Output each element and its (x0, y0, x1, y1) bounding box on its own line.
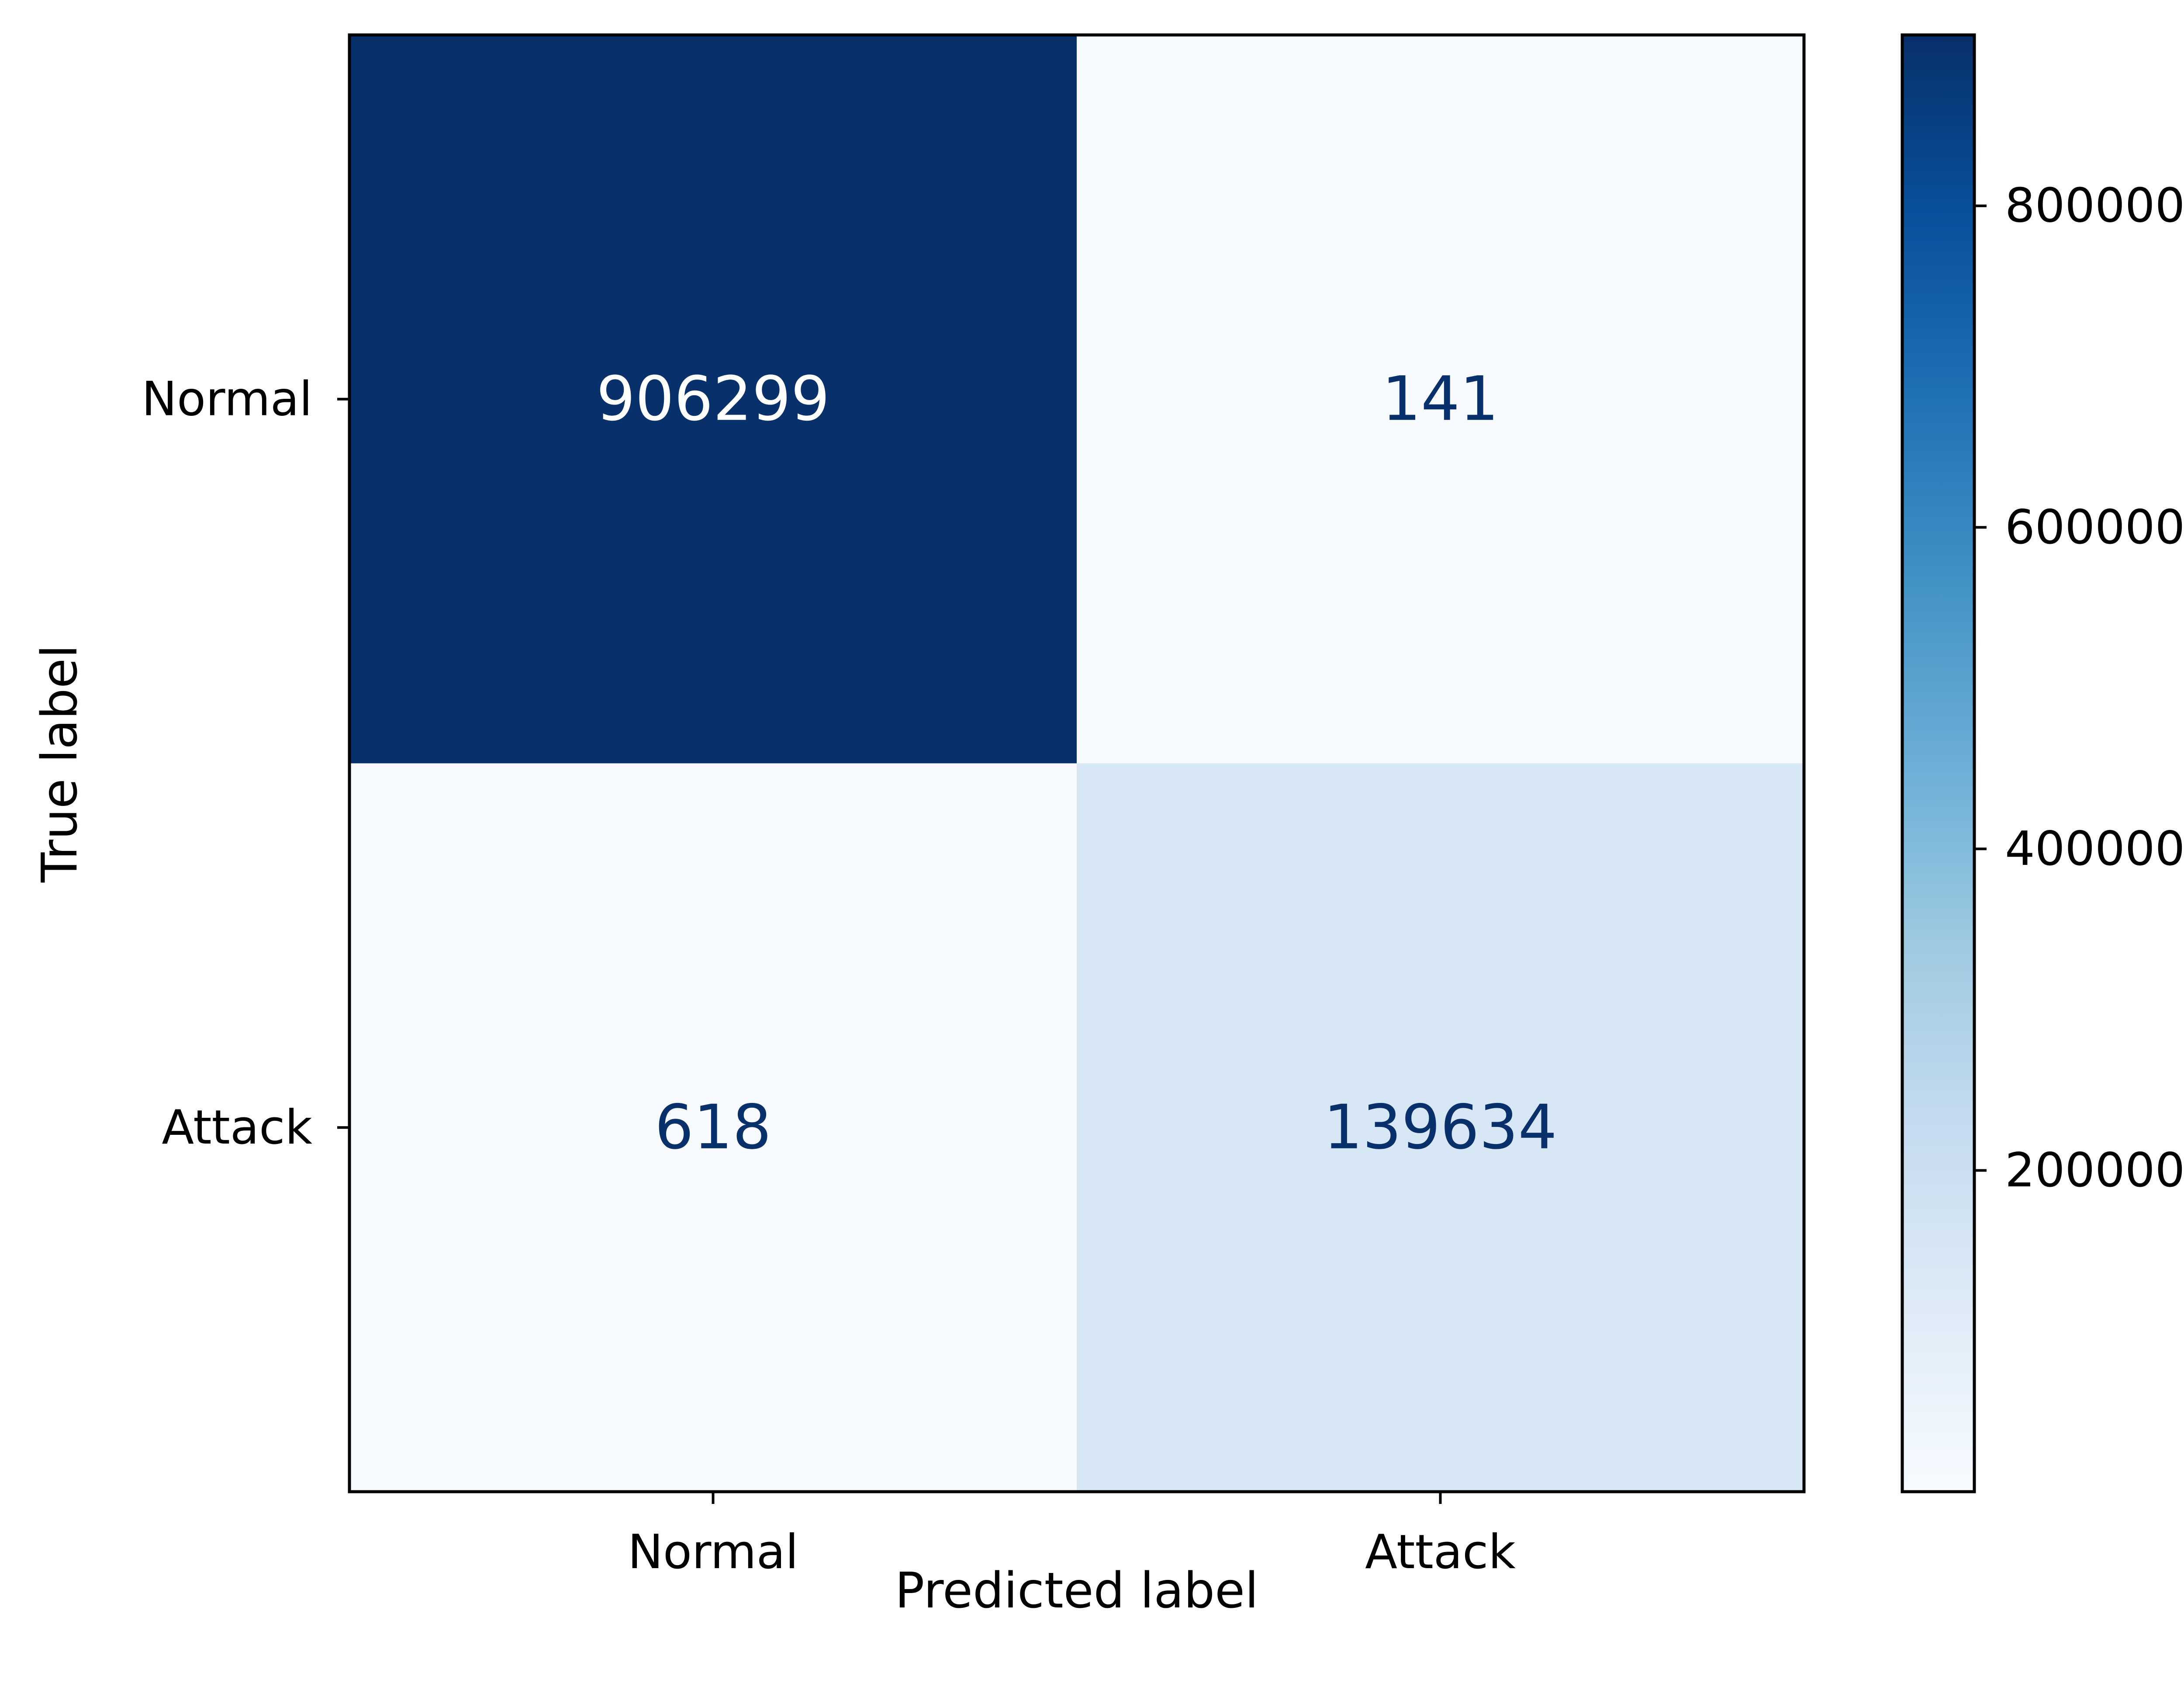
matrix-cell (349, 763, 1077, 1492)
x-tick-label: Normal (628, 1525, 798, 1579)
colorbar-tick-label: 800000 (2005, 179, 2184, 233)
y-axis-title: True label (31, 645, 88, 883)
matrix-cell (1077, 763, 1804, 1492)
y-tick-label: Attack (162, 1100, 312, 1155)
matrix-cell (1077, 35, 1804, 764)
matrix-cell-value: 906299 (596, 363, 829, 435)
matrix-cell-value: 618 (655, 1092, 771, 1163)
matrix-cell (349, 35, 1077, 764)
colorbar-tick-label: 400000 (2005, 822, 2184, 876)
y-tick-label: Normal (142, 372, 312, 426)
matrix-cell-value: 139634 (1324, 1092, 1557, 1163)
colorbar (1901, 33, 1976, 1493)
x-tick-label: Attack (1365, 1525, 1516, 1579)
colorbar-ticks: 200000 400000 600000 800000 (1974, 179, 2184, 1198)
colorbar-tick-label: 200000 (2005, 1143, 2184, 1198)
plot-frame (348, 33, 1806, 1493)
x-axis-ticks: Normal Attack (628, 1492, 1516, 1579)
matrix-cells (349, 35, 1804, 1492)
colorbar-tick-label: 600000 (2005, 500, 2184, 555)
matrix-cell-labels: 906299 141 618 139634 (596, 363, 1557, 1163)
matrix-cell-value: 141 (1382, 363, 1499, 435)
x-axis-title: Predicted label (895, 1562, 1258, 1619)
y-axis-ticks: Normal Attack (142, 372, 349, 1155)
